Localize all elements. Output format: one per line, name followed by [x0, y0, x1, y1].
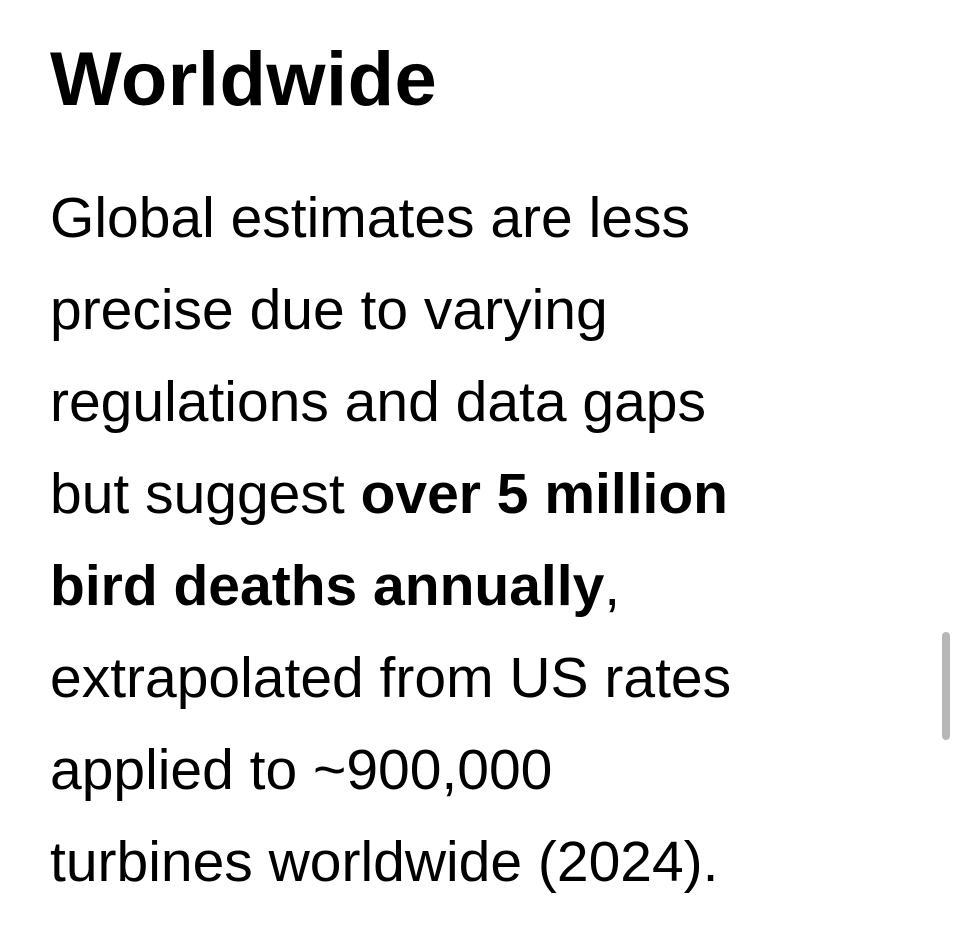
line-4-regular-text: but suggest [50, 462, 361, 526]
paragraph-line-7: applied to ~900,000 [50, 738, 553, 802]
article-section: Worldwide Global estimates are less prec… [50, 32, 920, 908]
body-paragraph: Global estimates are less precise due to… [50, 172, 920, 908]
paragraph-line-3: regulations and data gaps [50, 370, 707, 434]
paragraph-line-1: Global estimates are less [50, 186, 690, 250]
section-heading: Worldwide [50, 37, 438, 122]
paragraph-line-5: bird deaths annually, [50, 540, 920, 632]
paragraph-line-4: but suggest over 5 million [50, 448, 920, 540]
line-4-bold-text: over 5 million [360, 462, 729, 526]
paragraph-line-8: turbines worldwide (2024). [50, 830, 719, 894]
paragraph-line-6: extrapolated from US rates [50, 646, 732, 710]
vertical-scrollbar[interactable] [942, 632, 950, 740]
line-5-regular-text: , [604, 554, 621, 618]
line-5-bold-text: bird deaths annually [50, 554, 605, 618]
paragraph-line-2: precise due to varying [50, 278, 608, 342]
